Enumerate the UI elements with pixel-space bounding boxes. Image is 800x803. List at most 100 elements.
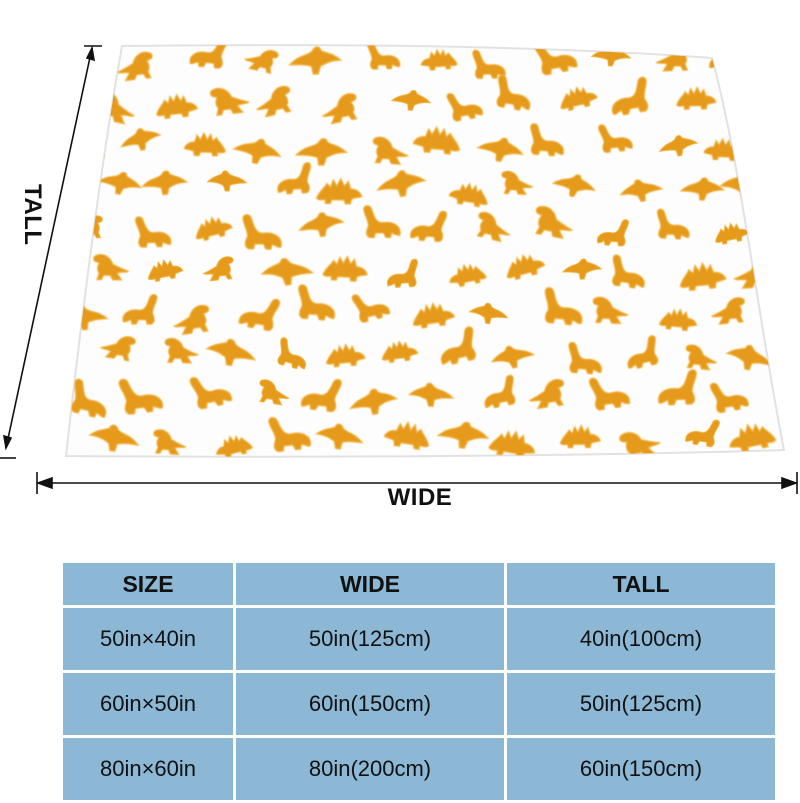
header-wide: WIDE: [236, 563, 504, 605]
dino-nugget: [216, 434, 253, 457]
dino-nugget: [300, 378, 342, 413]
dino-nugget: [725, 344, 773, 371]
dino-nugget: [679, 177, 725, 201]
dino-nugget: [363, 205, 401, 239]
dino-nugget: [533, 45, 578, 76]
dino-nugget: [120, 128, 162, 151]
dino-nugget: [436, 421, 490, 449]
wide-dimension-line: [35, 472, 799, 494]
dino-nugget: [412, 125, 461, 155]
table-row: 80in×60in 80in(200cm) 60in(150cm): [63, 738, 775, 800]
dino-nugget: [116, 51, 153, 82]
tall-dimension-line: [0, 45, 102, 459]
dino-nugget: [277, 337, 307, 370]
wide-cell: 50in(125cm): [236, 608, 504, 670]
dino-nugget: [189, 45, 228, 69]
dino-nugget: [206, 170, 248, 192]
dino-nugget: [372, 136, 409, 165]
dino-nugget: [367, 45, 401, 70]
dino-nugget: [407, 382, 455, 407]
dino-nugget: [315, 177, 363, 205]
dino-nugget: [349, 388, 399, 416]
dino-nugget: [195, 216, 233, 242]
table-row: 60in×50in 60in(150cm) 50in(125cm): [63, 673, 775, 735]
dino-nugget: [298, 212, 345, 238]
dino-nugget: [294, 138, 349, 166]
dino-nugget: [506, 253, 546, 281]
dino-nugget: [592, 296, 629, 325]
dino-nugget: [73, 133, 106, 162]
dino-nugget: [596, 219, 630, 247]
dino-nugget: [277, 162, 312, 195]
dino-nugget: [147, 259, 184, 283]
dino-nugget: [386, 258, 419, 288]
header-size: SIZE: [63, 563, 233, 605]
dino-nugget: [627, 335, 659, 370]
dino-nugget: [685, 344, 718, 371]
dino-nugget: [173, 304, 210, 336]
dino-nugget: [679, 261, 727, 292]
blanket-figure: [0, 44, 799, 494]
dino-nugget: [658, 308, 698, 332]
dino-nugget: [551, 174, 596, 198]
dino-nugget: [657, 369, 697, 406]
tall-cell: 60in(150cm): [507, 738, 775, 800]
dino-nugget: [440, 326, 477, 365]
dino-nugget: [412, 301, 456, 329]
size-cell: 80in×60in: [63, 738, 233, 800]
dino-nugget: [420, 48, 458, 71]
dino-nugget: [561, 258, 603, 280]
dino-nugget: [381, 340, 419, 364]
dino-nugget: [321, 93, 358, 125]
dino-nugget: [611, 254, 645, 289]
tall-cell: 50in(125cm): [507, 673, 775, 735]
dino-nugget: [376, 170, 427, 198]
dino-nugget: [468, 302, 509, 325]
dino-nugget: [322, 255, 368, 282]
dino-nugget: [560, 86, 598, 112]
dino-nugget: [476, 137, 524, 163]
dino-nugget: [205, 338, 257, 367]
dino-nugget: [410, 210, 448, 243]
dino-nugget: [268, 416, 311, 453]
dino-nugget: [490, 345, 536, 369]
dino-nugget: [501, 170, 534, 196]
dino-nugget: [232, 138, 282, 165]
dino-nugget: [568, 341, 602, 375]
table-header-row: SIZE WIDE TALL: [63, 563, 775, 605]
dino-nugget: [255, 85, 292, 118]
dino-nugget: [164, 337, 200, 364]
header-tall: TALL: [507, 563, 775, 605]
dino-nugget: [325, 343, 366, 368]
dino-nugget: [93, 253, 130, 281]
tall-cell: 40in(100cm): [507, 608, 775, 670]
dino-nugget: [209, 87, 250, 117]
dino-nugget: [619, 179, 664, 203]
dino-nugget: [530, 123, 564, 157]
dino-nugget: [588, 377, 631, 411]
dino-nugget: [476, 211, 511, 243]
dino-nugget: [153, 429, 187, 456]
dino-nugget: [71, 215, 103, 240]
dino-nugget: [449, 263, 487, 288]
tall-label: TALL: [19, 184, 46, 246]
dino-nugget: [496, 74, 531, 111]
dino-nugget: [134, 216, 172, 248]
dino-nugget: [448, 182, 488, 208]
dino-nugget: [99, 336, 136, 362]
size-cell: 50in×40in: [63, 608, 233, 670]
dino-nugget: [183, 131, 226, 157]
dino-nugget: [390, 89, 432, 111]
table-row: 50in×40in 50in(125cm) 40in(100cm): [63, 608, 775, 670]
dino-nugget: [709, 382, 749, 414]
dino-nugget: [676, 86, 717, 110]
dino-nugget: [242, 214, 282, 250]
dino-nugget: [122, 293, 158, 325]
dino-nugget: [658, 135, 699, 157]
dino-nugget: [97, 171, 143, 196]
wide-label: WIDE: [387, 484, 453, 511]
dino-nugget: [288, 46, 343, 75]
dino-nugget: [656, 208, 690, 240]
wide-cell: 60in(150cm): [236, 673, 504, 735]
wide-cell: 80in(200cm): [236, 738, 504, 800]
